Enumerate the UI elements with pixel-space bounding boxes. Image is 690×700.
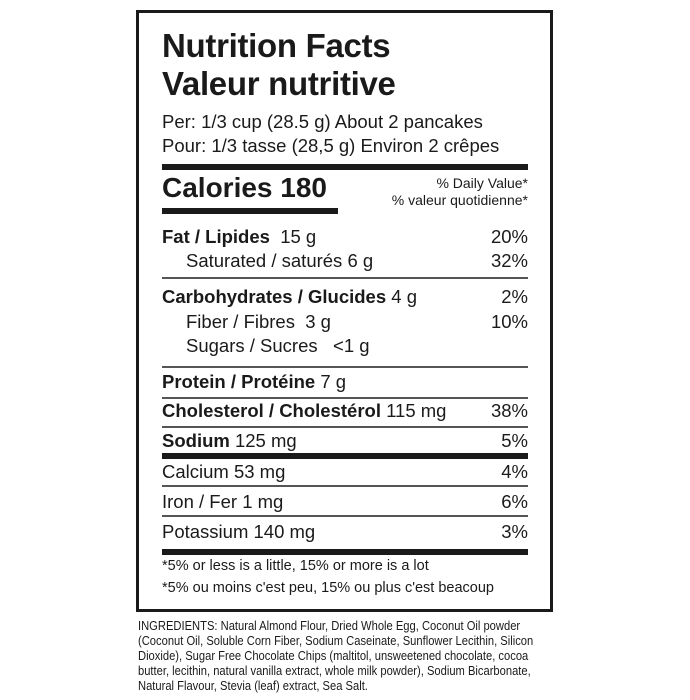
ingredients-list: INGREDIENTS: Natural Almond Flour, Dried… bbox=[138, 618, 534, 693]
divider bbox=[162, 366, 528, 368]
nutrient-row-protein: Protein / Protéine 7 g bbox=[162, 371, 347, 392]
divider-thick bbox=[162, 164, 528, 170]
footnote-en: *5% or less is a little, 15% or more is … bbox=[162, 558, 429, 574]
divider-thick bbox=[162, 549, 528, 555]
serving-size-en: Per: 1/3 cup (28.5 g) About 2 pancakes bbox=[162, 111, 483, 132]
nutrient-row-fiber: Fiber / Fibres 3 g 10% bbox=[186, 311, 528, 332]
nutrition-facts-panel bbox=[136, 10, 553, 612]
nutrient-row-calcium: Calcium 53 mg 4% bbox=[162, 461, 528, 482]
title-fr: Valeur nutritive bbox=[162, 65, 396, 102]
nutrient-row-sodium: Sodium 125 mg 5% bbox=[162, 430, 528, 451]
divider bbox=[162, 397, 528, 399]
daily-value-header-en: % Daily Value* bbox=[436, 175, 528, 191]
nutrient-row-fat: Fat / Lipides 15 g 20% bbox=[162, 226, 528, 247]
divider bbox=[162, 277, 528, 279]
serving-size-fr: Pour: 1/3 tasse (28,5 g) Environ 2 crêpe… bbox=[162, 135, 500, 156]
daily-value-header-fr: % valeur quotidienne* bbox=[391, 192, 528, 208]
divider bbox=[162, 515, 528, 517]
nutrient-row-potassium: Potassium 140 mg 3% bbox=[162, 521, 528, 542]
nutrient-row-sugars: Sugars / Sucres <1 g bbox=[186, 335, 370, 356]
divider bbox=[162, 485, 528, 487]
nutrient-row-iron: Iron / Fer 1 mg 6% bbox=[162, 491, 528, 512]
title-en: Nutrition Facts bbox=[162, 27, 391, 64]
nutrient-row-cholesterol: Cholesterol / Cholestérol 115 mg 38% bbox=[162, 400, 528, 421]
divider-thick bbox=[162, 453, 528, 459]
calories: Calories 180 bbox=[162, 172, 327, 203]
footnote-fr: *5% ou moins c'est peu, 15% ou plus c'es… bbox=[162, 580, 494, 596]
calories-bar bbox=[162, 208, 338, 214]
nutrient-row-carbohydrates: Carbohydrates / Glucides 4 g 2% bbox=[162, 286, 528, 307]
divider bbox=[162, 426, 528, 428]
nutrient-row-saturated: Saturated / saturés 6 g 32% bbox=[186, 250, 528, 271]
